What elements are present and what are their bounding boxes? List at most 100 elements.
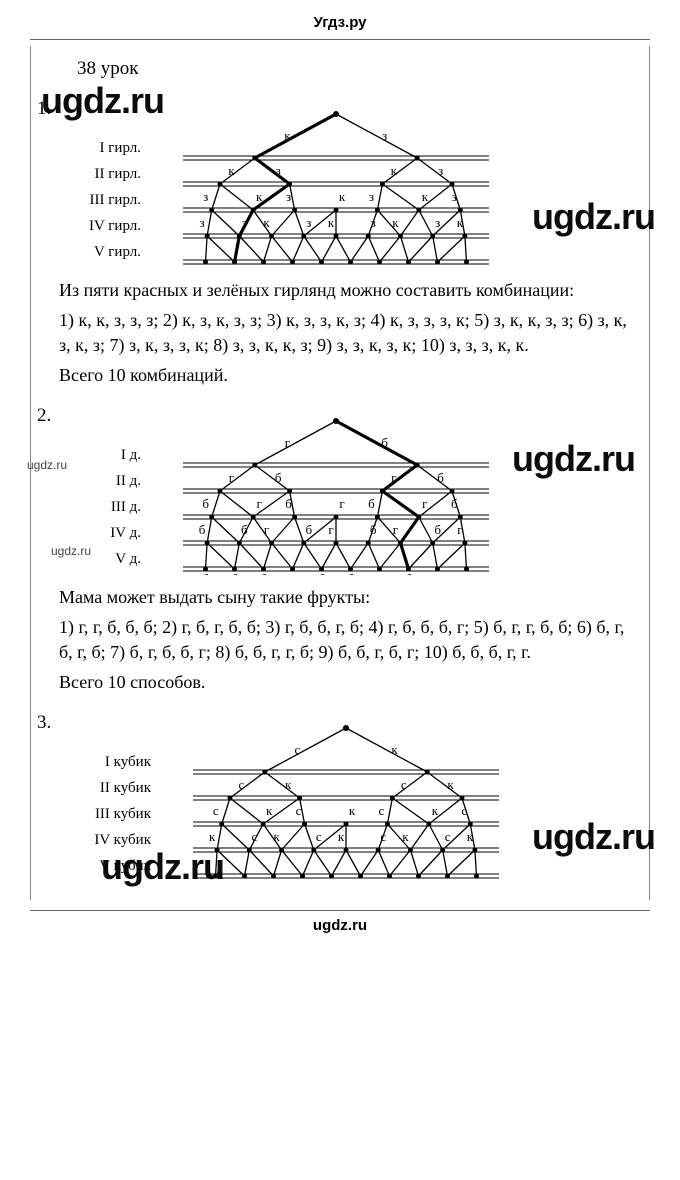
svg-text:б: б <box>434 522 441 537</box>
svg-text:б: б <box>305 522 312 537</box>
svg-text:с: с <box>213 803 219 818</box>
svg-text:III д.: III д. <box>111 499 141 515</box>
svg-text:к: к <box>467 829 474 844</box>
svg-text:з: з <box>369 189 374 204</box>
svg-text:б: б <box>405 571 412 575</box>
svg-text:с: с <box>401 777 407 792</box>
svg-text:II гирл.: II гирл. <box>95 166 141 182</box>
tree-2: I д.II д.III д.IV д.V д.гбгбгббгбгбгбббг… <box>71 405 631 575</box>
svg-text:г: г <box>464 571 469 575</box>
svg-text:б: б <box>437 470 444 485</box>
tree-svg-3: I кубик II кубик III кубик IV кубик V кубик с… <box>71 712 501 882</box>
svg-text:к: к <box>391 742 398 757</box>
problem-num-3: 3. <box>37 712 51 734</box>
tree-svg-2: I д.II д.III д.IV д.V д.гбгбгббгбгбгбббг… <box>71 405 501 575</box>
svg-text:б: б <box>347 571 354 575</box>
svg-text:с: с <box>445 829 451 844</box>
problem-3: 3. I кубикII кубикIII кубикIV кубикV куб… <box>59 712 631 882</box>
svg-text:г: г <box>285 435 290 450</box>
svg-text:г: г <box>290 571 295 575</box>
svg-text:к: к <box>432 803 439 818</box>
svg-text:г: г <box>256 496 261 511</box>
svg-text:к: к <box>349 803 356 818</box>
svg-text:с: с <box>271 878 277 882</box>
svg-text:з: з <box>276 163 281 178</box>
svg-text:б: б <box>285 496 292 511</box>
svg-text:г: г <box>377 571 382 575</box>
svg-text:с: с <box>296 803 302 818</box>
svg-text:V кубик: V кубик <box>99 858 151 874</box>
svg-text:к: к <box>339 189 346 204</box>
problem-1-text2: 1) к, к, з, з, з; 2) к, з, к, з, з; 3) к… <box>59 308 631 357</box>
svg-text:к: к <box>447 777 454 792</box>
svg-text:I д.: I д. <box>121 447 141 463</box>
svg-text:б: б <box>202 496 209 511</box>
svg-text:з: з <box>406 264 411 268</box>
svg-text:к: к <box>463 264 470 268</box>
svg-text:с: с <box>380 829 386 844</box>
svg-text:к: к <box>241 878 248 882</box>
svg-text:к: к <box>434 264 441 268</box>
svg-text:II д.: II д. <box>116 473 141 489</box>
svg-text:I гирл.: I гирл. <box>100 140 141 156</box>
svg-text:з: з <box>242 215 247 230</box>
svg-text:б: б <box>260 571 267 575</box>
svg-text:з: з <box>200 215 205 230</box>
svg-text:г: г <box>328 522 333 537</box>
svg-text:с: с <box>416 878 422 882</box>
svg-text:III кубик: III кубик <box>95 806 152 822</box>
svg-text:г: г <box>435 571 440 575</box>
problem-2: 2. I д.II д.III д.IV д.V д.гбгбгббгбгбгб… <box>59 405 631 694</box>
svg-text:с: с <box>316 829 322 844</box>
lesson-title: 38 урок <box>77 58 631 80</box>
svg-text:з: з <box>203 189 208 204</box>
svg-text:г: г <box>339 496 344 511</box>
svg-text:г: г <box>457 522 462 537</box>
tree-svg-1: I гирл. II гирл. III гирл. IV гирл. V гирл. к… <box>71 98 501 268</box>
svg-text:к: к <box>273 829 280 844</box>
svg-text:б: б <box>368 496 375 511</box>
svg-text:з: з <box>371 215 376 230</box>
tree-3: I кубик II кубик III кубик IV кубик V кубик с… <box>71 712 631 882</box>
svg-text:V гирл.: V гирл. <box>94 244 141 260</box>
problem-num-2: 2. <box>37 405 51 427</box>
svg-text:з: з <box>452 189 457 204</box>
svg-text:с: с <box>445 878 451 882</box>
svg-text:к: к <box>263 215 270 230</box>
svg-text:б: б <box>202 571 209 575</box>
svg-text:к: к <box>392 215 399 230</box>
svg-text:к: к <box>386 878 393 882</box>
svg-text:I кубик: I кубик <box>105 754 152 770</box>
svg-text:к: к <box>391 163 398 178</box>
svg-text:г: г <box>422 496 427 511</box>
svg-text:г: г <box>264 522 269 537</box>
svg-text:с: с <box>251 829 257 844</box>
svg-text:з: з <box>319 264 324 268</box>
svg-text:к: к <box>266 803 273 818</box>
header-brand: Угдз.ру <box>30 10 650 40</box>
svg-text:к: к <box>285 777 292 792</box>
svg-text:з: з <box>286 189 291 204</box>
svg-text:IV гирл.: IV гирл. <box>89 218 141 234</box>
svg-text:б: б <box>370 522 377 537</box>
svg-text:IV кубик: IV кубик <box>94 832 151 848</box>
svg-text:II кубик: II кубик <box>100 780 152 796</box>
svg-text:з: з <box>203 264 208 268</box>
svg-text:б: б <box>318 571 325 575</box>
svg-text:III гирл.: III гирл. <box>90 192 141 208</box>
svg-text:V д.: V д. <box>115 551 141 567</box>
svg-text:к: к <box>457 215 464 230</box>
svg-text:з: з <box>382 128 387 143</box>
svg-text:с: с <box>358 878 364 882</box>
svg-text:с: с <box>295 742 301 757</box>
svg-text:к: к <box>299 878 306 882</box>
svg-text:з: з <box>435 215 440 230</box>
problem-num-1: 1. <box>37 98 51 120</box>
svg-text:б: б <box>381 435 388 450</box>
svg-text:с: с <box>474 878 480 882</box>
svg-text:к: к <box>328 215 335 230</box>
footer-brand: ugdz.ru <box>30 910 650 938</box>
svg-text:г: г <box>229 470 234 485</box>
page: Угдз.ру ugdz.ru ugdz.ru ugdz.ru ugdz.ru … <box>0 0 680 958</box>
svg-text:б: б <box>241 522 248 537</box>
